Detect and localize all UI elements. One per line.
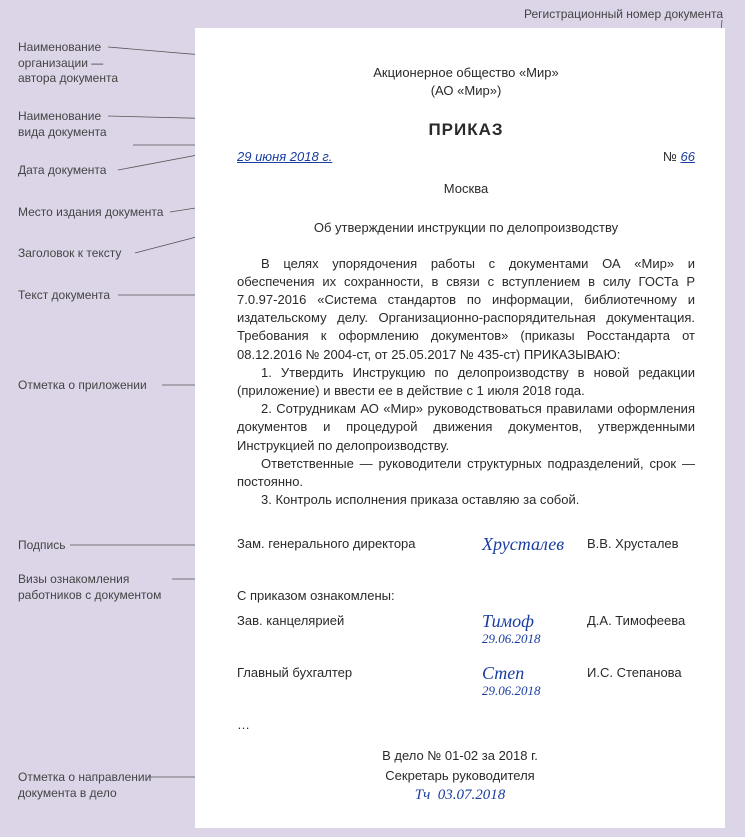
document-title: ПРИКАЗ	[237, 118, 695, 142]
annotation-org: Наименованиеорганизации —автора документ…	[18, 40, 188, 87]
signer-signature: Хрусталев	[482, 535, 587, 553]
filing-signature: Тч 03.07.2018	[195, 785, 725, 806]
annotations-column: Наименованиеорганизации —автора документ…	[0, 0, 195, 837]
body-para: 1. Утвердить Инструкцию по делопроизводс…	[237, 364, 695, 400]
annotation-reg-num: Регистрационный номер документа	[524, 6, 723, 23]
visa-role: Зав. канцелярией	[237, 612, 482, 630]
visa-sign-date: 29.06.2018	[482, 632, 587, 645]
visa-intro: С приказом ознакомлены:	[237, 587, 695, 605]
reg-prefix: №	[663, 149, 677, 164]
document-date: 29 июня 2018 г.	[237, 148, 332, 166]
body-para: В целях упорядочения работы с документам…	[237, 255, 695, 364]
filing-mark: В дело № 01-02 за 2018 г. Секретарь руко…	[195, 746, 725, 806]
annotation-heading: Заголовок к тексту	[18, 246, 188, 262]
visa-sign-date: 29.06.2018	[482, 684, 587, 697]
signer-name: В.В. Хрусталев	[587, 535, 695, 553]
visa-role: Главный бухгалтер	[237, 664, 482, 682]
reg-value: 66	[681, 149, 695, 164]
annotation-date: Дата документа	[18, 163, 188, 179]
annotation-place: Место издания документа	[18, 205, 188, 221]
document-subject: Об утверждении инструкции по делопроизво…	[237, 219, 695, 237]
body-para: 2. Сотрудникам АО «Мир» руководствоватьс…	[237, 400, 695, 455]
visa-signature: Степ 29.06.2018	[482, 664, 587, 697]
filing-sig-initials: Тч	[415, 787, 431, 803]
annotation-doc-type: Наименованиевида документа	[18, 109, 188, 140]
annotation-filing: Отметка о направлениидокумента в дело	[18, 770, 188, 801]
body-para: 3. Контроль исполнения приказа оставляю …	[237, 491, 695, 509]
signer-role: Зам. генерального директора	[237, 535, 482, 553]
annotation-signature: Подпись	[18, 538, 188, 554]
annotation-text: Текст документа	[18, 288, 188, 304]
visa-sign-mark: Тимоф	[482, 611, 534, 631]
visa-sign-mark: Степ	[482, 663, 524, 683]
org-name-short: (АО «Мир»)	[237, 82, 695, 100]
visa-row: Зав. канцелярией Тимоф 29.06.2018 Д.А. Т…	[237, 612, 695, 650]
filing-line1: В дело № 01-02 за 2018 г.	[195, 746, 725, 766]
annotation-attachment: Отметка о приложении	[18, 378, 188, 394]
document-paper: Акционерное общество «Мир» (АО «Мир») ПР…	[195, 28, 725, 828]
org-name-full: Акционерное общество «Мир»	[237, 64, 695, 82]
document-body: В целях упорядочения работы с документам…	[237, 255, 695, 510]
signature-row: Зам. генерального директора Хрусталев В.…	[237, 535, 695, 573]
document-city: Москва	[237, 180, 695, 198]
visa-name: Д.А. Тимофеева	[587, 612, 695, 630]
ellipsis: …	[237, 716, 695, 734]
date-number-row: 29 июня 2018 г. № 66	[237, 148, 695, 166]
body-para: Ответственные — руководители структурных…	[237, 455, 695, 491]
visa-name: И.С. Степанова	[587, 664, 695, 682]
signature-block: Зам. генерального директора Хрусталев В.…	[237, 535, 695, 733]
visa-row: Главный бухгалтер Степ 29.06.2018 И.С. С…	[237, 664, 695, 702]
filing-date: 03.07.2018	[438, 787, 506, 803]
registration-number: № 66	[663, 148, 695, 166]
filing-line2: Секретарь руководителя	[195, 766, 725, 786]
visa-signature: Тимоф 29.06.2018	[482, 612, 587, 645]
annotation-visas: Визы ознакомленияработников с документом	[18, 572, 188, 603]
